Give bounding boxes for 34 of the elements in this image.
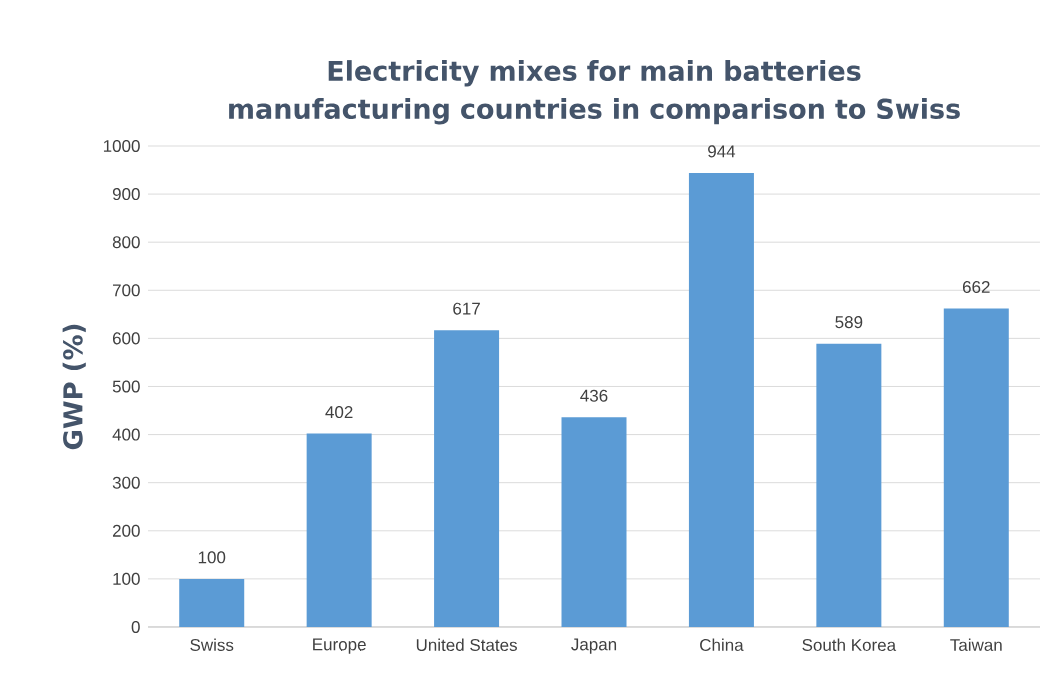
y-tick-label: 1000	[103, 139, 140, 153]
data-label: 100	[198, 551, 226, 564]
x-tick-label: Swiss	[190, 638, 234, 652]
bar	[816, 343, 882, 627]
bar	[306, 433, 372, 627]
y-axis-title: GWP (%)	[62, 324, 86, 450]
y-tick-label: 100	[113, 572, 140, 585]
bar	[434, 330, 500, 627]
y-tick-label: 500	[112, 380, 140, 393]
x-tick-label: Taiwan	[950, 638, 1002, 652]
data-label: 662	[962, 280, 990, 294]
y-tick-label: 600	[112, 332, 140, 345]
y-tick-label: 0	[131, 620, 140, 634]
data-label: 436	[580, 389, 608, 402]
bar	[943, 308, 1009, 627]
data-label: 617	[453, 302, 480, 315]
chart-title: Electricity mixes for main batteries manufacturing countries in comparison to Swiss	[229, 60, 960, 125]
x-tick-label: Europe	[313, 638, 366, 654]
y-tick-label: 900	[112, 188, 140, 201]
data-label: 589	[835, 316, 863, 329]
data-label: 402	[325, 406, 353, 419]
y-tick-label: 300	[112, 476, 140, 489]
bar	[179, 578, 245, 627]
y-tick-label: 800	[112, 236, 140, 249]
x-tick-label: China	[700, 638, 744, 652]
x-tick-label: Japan	[571, 638, 617, 654]
bar	[688, 172, 754, 627]
bar	[561, 417, 627, 627]
y-tick-label: 400	[112, 428, 140, 441]
x-tick-label: South Korea	[802, 638, 897, 652]
y-tick-label: 200	[112, 524, 140, 537]
data-label: 944	[708, 145, 736, 158]
y-tick-label: 700	[112, 284, 140, 297]
x-tick-label: United States	[416, 638, 517, 652]
